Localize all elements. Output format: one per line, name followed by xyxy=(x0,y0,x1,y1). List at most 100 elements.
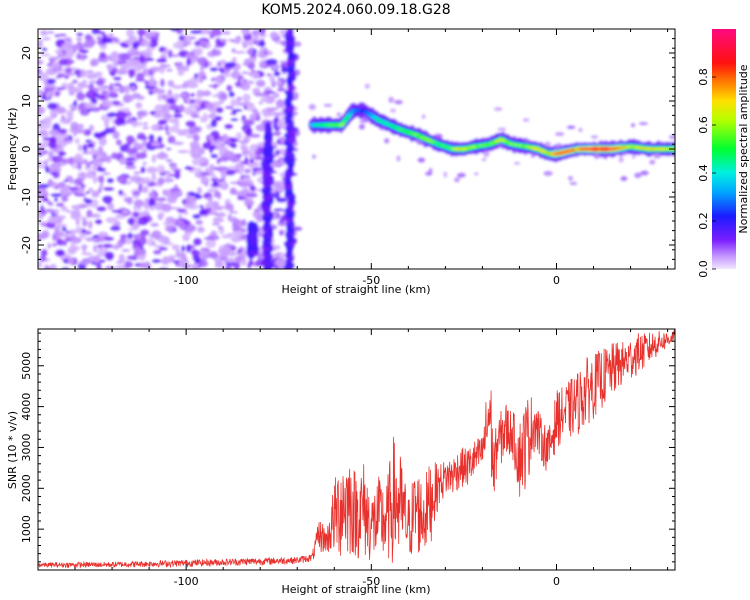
noise-speckle xyxy=(151,172,157,182)
noise-speckle xyxy=(272,92,280,99)
noise-speckle xyxy=(223,250,229,258)
noise-speckle xyxy=(157,119,167,126)
noise-speckle xyxy=(113,76,122,81)
noise-speckle xyxy=(250,144,258,152)
noise-speckle xyxy=(151,68,156,74)
noise-speckle xyxy=(276,120,286,128)
noise-speckle xyxy=(88,83,95,93)
noise-speckle xyxy=(137,262,146,268)
noise-speckle xyxy=(58,128,68,135)
noise-speckle xyxy=(136,111,147,116)
noise-speckle xyxy=(269,31,279,39)
noise-speckle xyxy=(111,209,124,214)
noise-speckle xyxy=(132,193,139,199)
noise-speckle xyxy=(136,29,146,36)
noise-speckle xyxy=(53,197,59,202)
noise-speckle xyxy=(230,111,237,116)
noise-speckle xyxy=(196,89,204,99)
noise-speckle xyxy=(47,30,55,34)
noise-speckle xyxy=(55,91,60,98)
noise-speckle xyxy=(259,47,268,54)
noise-speckle xyxy=(228,210,239,214)
noise-speckle xyxy=(188,125,201,134)
spectrogram-x-label: Height of straight line (km) xyxy=(281,283,430,296)
noise-speckle xyxy=(123,94,135,103)
noise-speckle xyxy=(115,139,123,146)
noise-speckle xyxy=(238,180,251,188)
noise-speckle xyxy=(58,58,69,66)
noise-speckle xyxy=(126,29,135,38)
noise-speckle xyxy=(193,237,202,246)
noise-speckle xyxy=(241,71,250,75)
noise-speckle xyxy=(220,59,227,65)
noise-speckle xyxy=(185,244,192,253)
noise-speckle xyxy=(73,99,78,107)
noise-speckle xyxy=(38,261,43,269)
noise-speckle xyxy=(48,129,60,136)
noise-speckle xyxy=(101,37,113,44)
noise-speckle xyxy=(256,252,264,260)
noise-speckle xyxy=(111,100,121,106)
noise-speckle xyxy=(127,217,135,225)
noise-speckle xyxy=(38,221,49,225)
noise-speckle xyxy=(185,120,197,128)
noise-speckle xyxy=(136,132,146,140)
noise-speckle xyxy=(202,112,208,122)
noise-speckle xyxy=(40,53,51,57)
noise-speckle xyxy=(82,79,88,84)
noise-speckle xyxy=(140,229,150,237)
noise-speckle xyxy=(74,129,87,134)
noise-speckle xyxy=(198,210,208,216)
noise-speckle xyxy=(189,77,199,86)
noise-speckle xyxy=(215,106,224,114)
noise-speckle xyxy=(181,245,186,252)
noise-speckle xyxy=(61,226,67,232)
noise-speckle xyxy=(126,196,133,205)
noise-speckle xyxy=(204,101,215,110)
noise-speckle xyxy=(116,175,128,184)
noise-speckle xyxy=(246,102,256,112)
noise-speckle xyxy=(72,209,81,217)
noise-speckle xyxy=(241,39,249,49)
noise-speckle xyxy=(199,64,205,72)
noise-speckle xyxy=(42,137,54,141)
noise-speckle xyxy=(223,70,231,75)
noise-speckle xyxy=(75,217,80,226)
noise-speckle xyxy=(97,187,102,194)
ridge-scatter xyxy=(323,103,333,108)
noise-speckle xyxy=(237,249,242,254)
noise-speckle xyxy=(88,124,95,132)
noise-speckle xyxy=(132,41,139,50)
noise-speckle xyxy=(102,90,109,95)
noise-speckle xyxy=(238,166,244,176)
noise-speckle xyxy=(46,221,56,229)
noise-speckle xyxy=(171,84,184,90)
noise-speckle xyxy=(97,165,102,170)
spectrogram-heatmap xyxy=(38,29,675,269)
noise-speckle xyxy=(127,68,136,78)
noise-speckle xyxy=(97,131,109,136)
noise-speckle xyxy=(72,79,78,84)
noise-speckle xyxy=(194,194,203,200)
noise-speckle xyxy=(44,159,49,167)
noise-speckle xyxy=(148,133,155,142)
ridge-scatter xyxy=(638,121,649,126)
noise-speckle xyxy=(207,113,217,119)
noise-speckle xyxy=(74,137,80,145)
noise-speckle xyxy=(202,75,207,80)
noise-speckle xyxy=(258,40,266,48)
noise-speckle xyxy=(251,29,260,36)
noise-speckle xyxy=(133,171,141,175)
noise-speckle xyxy=(270,81,281,86)
noise-speckle xyxy=(148,90,153,96)
spectrogram-y-tick-label: -20 xyxy=(20,236,33,254)
spectrogram-y-tick-label: 10 xyxy=(20,94,33,108)
noise-speckle xyxy=(240,257,247,266)
noise-speckle xyxy=(80,50,88,54)
noise-speckle xyxy=(98,138,107,147)
noise-speckle xyxy=(248,56,257,64)
noise-speckle xyxy=(258,101,264,105)
colorbar: 0.0 0.2 0.4 0.6 0.8 Normalized spectral ampl… xyxy=(697,29,750,278)
colorbar-gradient xyxy=(712,29,736,269)
noise-speckle xyxy=(210,230,217,236)
